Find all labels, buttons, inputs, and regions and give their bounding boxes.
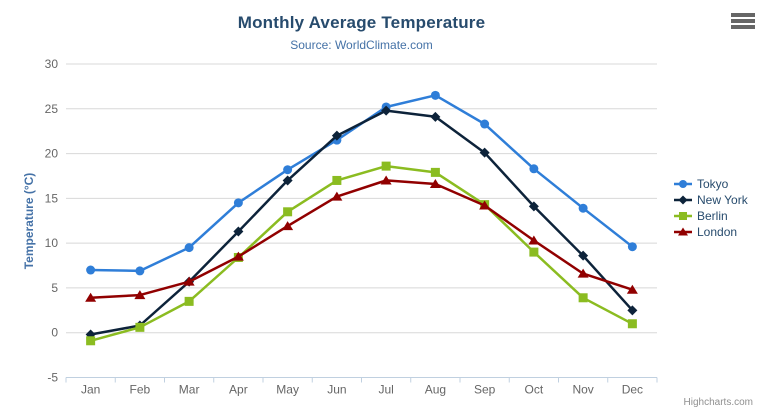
legend-item-london[interactable]: London bbox=[674, 224, 748, 240]
hamburger-icon bbox=[731, 25, 755, 29]
data-point-marker-circle[interactable] bbox=[233, 198, 243, 208]
data-point-marker-diamond[interactable] bbox=[627, 305, 638, 316]
series-line[interactable] bbox=[89, 179, 634, 300]
x-axis-label: Dec bbox=[622, 383, 643, 397]
data-point-marker-diamond[interactable] bbox=[381, 105, 392, 116]
data-point-marker-square[interactable] bbox=[184, 296, 194, 306]
data-point-marker-circle[interactable] bbox=[529, 164, 539, 174]
data-point-marker-circle[interactable] bbox=[135, 266, 145, 276]
hamburger-icon bbox=[731, 13, 755, 17]
data-point-marker-diamond[interactable] bbox=[430, 111, 441, 122]
data-point-marker-triangle[interactable] bbox=[282, 221, 294, 231]
data-point-marker-diamond[interactable] bbox=[578, 250, 589, 261]
square-legend-marker-icon bbox=[674, 212, 692, 220]
x-axis-label: Jul bbox=[378, 383, 393, 397]
chart-subtitle: Source: WorldClimate.com bbox=[290, 38, 433, 52]
y-axis-label: 10 bbox=[45, 236, 59, 250]
x-axis-label: Apr bbox=[229, 383, 248, 397]
y-axis-label: 15 bbox=[45, 191, 59, 205]
x-axis-label: Nov bbox=[572, 383, 593, 397]
data-point-marker-diamond[interactable] bbox=[678, 195, 688, 205]
data-point-marker-square[interactable] bbox=[529, 247, 539, 257]
data-point-marker-triangle[interactable] bbox=[678, 227, 688, 236]
data-point-marker-circle[interactable] bbox=[480, 119, 490, 129]
data-point-marker-triangle[interactable] bbox=[232, 251, 244, 261]
data-point-marker-circle[interactable] bbox=[184, 243, 194, 253]
x-axis-label: Feb bbox=[130, 383, 151, 397]
data-point-marker-square[interactable] bbox=[86, 336, 96, 346]
data-point-marker-diamond[interactable] bbox=[233, 226, 244, 237]
y-axis-label: 30 bbox=[45, 57, 59, 71]
data-point-marker-triangle[interactable] bbox=[331, 191, 343, 201]
data-point-marker-square[interactable] bbox=[332, 175, 342, 185]
data-point-marker-square[interactable] bbox=[679, 212, 687, 220]
data-point-marker-diamond[interactable] bbox=[528, 201, 539, 212]
data-point-marker-triangle[interactable] bbox=[380, 175, 392, 185]
data-point-marker-circle[interactable] bbox=[578, 203, 588, 213]
data-point-marker-diamond[interactable] bbox=[331, 130, 342, 141]
data-point-marker-triangle[interactable] bbox=[85, 292, 97, 302]
series-line[interactable] bbox=[89, 109, 634, 336]
y-axis-title: Temperature (°C) bbox=[22, 172, 36, 270]
hamburger-icon bbox=[731, 19, 755, 23]
data-point-marker-circle[interactable] bbox=[86, 265, 96, 275]
series-line[interactable] bbox=[89, 164, 634, 343]
legend-item-new-york[interactable]: New York bbox=[674, 192, 748, 208]
x-axis-label: Jan bbox=[81, 383, 100, 397]
data-point-marker-circle[interactable] bbox=[627, 242, 637, 252]
data-point-marker-triangle[interactable] bbox=[134, 290, 146, 300]
legend-item-berlin[interactable]: Berlin bbox=[674, 208, 748, 224]
circle-legend-marker-icon bbox=[674, 180, 692, 188]
legend-label: London bbox=[697, 225, 738, 239]
y-axis-label: 20 bbox=[45, 147, 59, 161]
data-point-marker-square[interactable] bbox=[381, 161, 391, 171]
export-menu-button[interactable] bbox=[727, 9, 759, 33]
diamond-legend-marker-icon bbox=[674, 195, 692, 205]
data-point-marker-square[interactable] bbox=[627, 319, 637, 329]
x-axis-label: Sep bbox=[474, 383, 496, 397]
data-point-marker-triangle[interactable] bbox=[183, 276, 195, 286]
x-axis-label: May bbox=[276, 383, 299, 397]
series-tokyo bbox=[86, 90, 637, 276]
data-point-marker-diamond[interactable] bbox=[479, 147, 490, 158]
chart-title: Monthly Average Temperature bbox=[237, 13, 486, 32]
x-axis-label: Oct bbox=[525, 383, 544, 397]
data-point-marker-triangle[interactable] bbox=[528, 235, 540, 245]
series-london bbox=[85, 175, 638, 302]
data-point-marker-square[interactable] bbox=[578, 293, 588, 303]
data-point-marker-triangle[interactable] bbox=[626, 284, 638, 294]
legend-label: Berlin bbox=[697, 209, 728, 223]
data-point-marker-triangle[interactable] bbox=[479, 200, 491, 210]
series-line[interactable] bbox=[89, 94, 634, 273]
x-axis-label: Jun bbox=[327, 383, 346, 397]
data-point-marker-triangle[interactable] bbox=[429, 179, 441, 189]
data-point-marker-diamond[interactable] bbox=[282, 175, 293, 186]
highcharts-credit-link[interactable]: Highcharts.com bbox=[683, 397, 753, 408]
legend-item-tokyo[interactable]: Tokyo bbox=[674, 176, 748, 192]
legend: Tokyo New York Berlin London bbox=[674, 176, 748, 240]
x-axis-label: Aug bbox=[425, 383, 446, 397]
x-axis-label: Mar bbox=[179, 383, 200, 397]
legend-label: Tokyo bbox=[697, 177, 729, 191]
data-point-marker-square[interactable] bbox=[135, 322, 145, 332]
legend-label: New York bbox=[697, 193, 748, 207]
y-axis-label: -5 bbox=[47, 371, 58, 385]
y-axis-label: 5 bbox=[51, 281, 58, 295]
data-point-marker-square[interactable] bbox=[283, 207, 293, 217]
series-new-york bbox=[85, 105, 638, 340]
data-point-marker-square[interactable] bbox=[430, 167, 440, 177]
data-point-marker-triangle[interactable] bbox=[577, 268, 589, 278]
triangle-legend-marker-icon bbox=[674, 227, 692, 236]
data-point-marker-circle[interactable] bbox=[430, 90, 440, 100]
y-axis-label: 0 bbox=[51, 326, 58, 340]
data-point-marker-circle[interactable] bbox=[679, 180, 687, 188]
y-axis-label: 25 bbox=[45, 102, 59, 116]
data-point-marker-circle[interactable] bbox=[283, 165, 293, 175]
